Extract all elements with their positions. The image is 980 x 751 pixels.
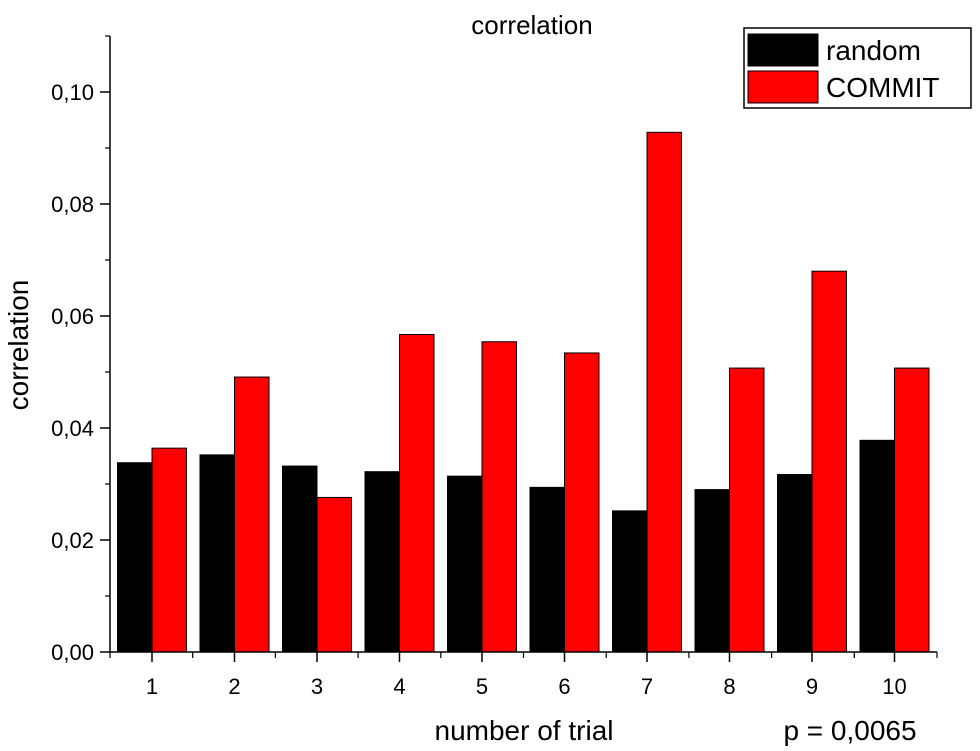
x-tick-label-9: 9 (806, 674, 818, 699)
x-tick-label-2: 2 (228, 674, 240, 699)
legend-swatch-random (747, 33, 819, 67)
x-tick-label-4: 4 (393, 674, 405, 699)
legend-swatch-commit (747, 70, 819, 104)
bars-group (117, 131, 930, 653)
x-tick-label-10: 10 (882, 674, 906, 699)
bar-random-7 (612, 510, 648, 653)
x-tick-label-7: 7 (641, 674, 653, 699)
bar-commit-5 (481, 341, 517, 653)
x-tick-label-1: 1 (146, 674, 158, 699)
bar-commit-4 (399, 333, 435, 653)
x-tick-label-5: 5 (476, 674, 488, 699)
chart-title: correlation (471, 10, 592, 40)
y-tick-label: 0,06 (51, 304, 94, 329)
x-tick-label-8: 8 (723, 674, 735, 699)
bar-random-9 (777, 473, 813, 653)
y-tick-label: 0,04 (51, 416, 94, 441)
legend: random COMMIT (743, 27, 972, 109)
bar-random-5 (447, 475, 483, 653)
bar-random-6 (529, 486, 565, 653)
p-value-annotation: p = 0,0065 (783, 715, 916, 746)
y-tick-label: 0,08 (51, 192, 94, 217)
bar-commit-9 (811, 270, 847, 653)
bar-commit-6 (564, 352, 600, 653)
bar-random-4 (364, 471, 400, 653)
bar-random-8 (694, 489, 730, 653)
x-ticks-group: 1 2 3 4 5 6 7 8 9 10 (109, 652, 938, 699)
y-ticks-group: 0,00 0,02 0,04 0,06 0,08 0,10 (51, 35, 110, 665)
bar-random-3 (282, 465, 318, 653)
bar-commit-10 (894, 367, 930, 653)
y-axis-label: correlation (3, 280, 34, 411)
bar-commit-2 (234, 376, 270, 653)
bar-random-2 (199, 454, 235, 653)
bar-commit-8 (729, 367, 765, 653)
bar-random-1 (117, 462, 153, 653)
bar-commit-7 (646, 131, 682, 653)
bar-random-10 (859, 439, 895, 653)
x-tick-label-6: 6 (558, 674, 570, 699)
bar-commit-3 (316, 496, 352, 653)
y-tick-label: 0,10 (51, 80, 94, 105)
legend-label-commit: COMMIT (826, 72, 940, 103)
bar-commit-1 (151, 447, 187, 653)
y-tick-label: 0,02 (51, 528, 94, 553)
x-tick-label-3: 3 (311, 674, 323, 699)
x-axis-label: number of trial (435, 715, 614, 746)
y-tick-label: 0,00 (51, 640, 94, 665)
legend-label-random: random (826, 35, 921, 66)
